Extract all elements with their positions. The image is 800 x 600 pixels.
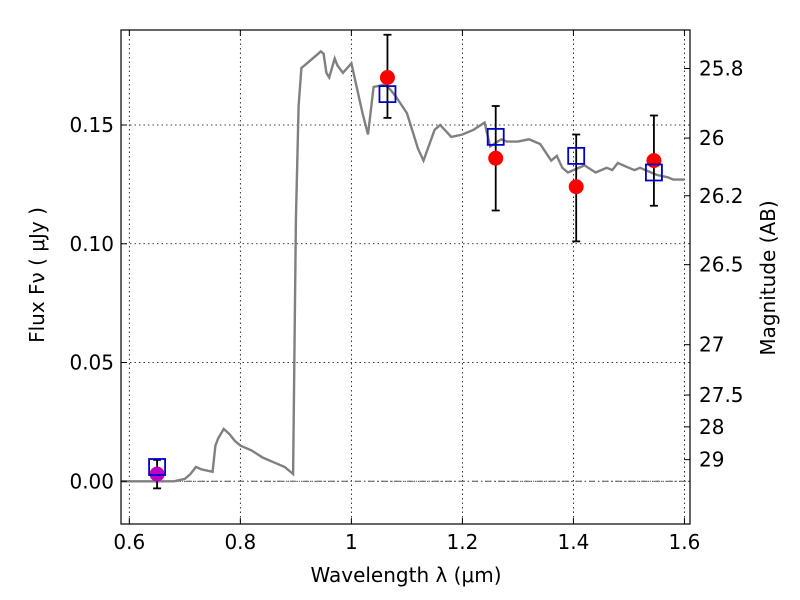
x-tick-label: 1.4 — [558, 530, 590, 554]
observed-point — [488, 150, 504, 166]
model-spectrum-layer — [121, 49, 685, 483]
x-tick-label: 0.6 — [113, 530, 145, 554]
y-tick-labels: 0.00 0.05 0.10 0.15 — [69, 113, 114, 493]
model-photometry-square — [567, 146, 586, 165]
plot-frame — [120, 29, 691, 525]
x-tick-label: 0.8 — [224, 530, 256, 554]
axis-ticks — [121, 30, 690, 524]
x-tick-label: 1 — [345, 530, 358, 554]
y-tick-label: 0.05 — [69, 351, 114, 375]
x-tick-labels: 0.6 0.8 1 1.2 1.4 1.6 — [113, 530, 700, 554]
magnitude-tick-label: 27.5 — [699, 383, 744, 407]
x-tick-label: 1.2 — [446, 530, 478, 554]
y-tick-label: 0.00 — [69, 469, 114, 493]
right-axis-label: Magnitude (AB) — [756, 200, 780, 355]
magnitude-tick-label: 26.2 — [699, 184, 744, 208]
x-axis-label: Wavelength λ (μm) — [310, 563, 501, 587]
model-photometry-points — [148, 85, 663, 476]
magnitude-tick-labels: 25.8 26 26.2 26.5 27 27.5 28 29 — [699, 56, 744, 471]
y-tick-label: 0.10 — [69, 232, 114, 256]
y-tick-label: 0.15 — [69, 113, 114, 137]
magnitude-tick-label: 26.5 — [699, 253, 744, 277]
model-photometry-square — [645, 163, 663, 182]
magnitude-tick-label: 27 — [699, 333, 724, 357]
observed-point — [568, 179, 584, 195]
model-spectrum-line — [121, 49, 685, 483]
model-photometry-square — [486, 127, 505, 146]
magnitude-tick-label: 29 — [699, 448, 724, 472]
magnitude-tick-label: 28 — [699, 415, 724, 439]
x-tick-label: 1.6 — [669, 530, 701, 554]
y-axis-label: Flux Fν ( μJy ) — [25, 207, 49, 343]
observed-points — [149, 70, 662, 482]
model-photometry-square — [148, 458, 166, 476]
observed-point — [379, 70, 395, 85]
model-photometry-square — [378, 85, 397, 104]
magnitude-tick-label: 25.8 — [699, 56, 744, 80]
observed-point — [646, 153, 662, 169]
magnitude-tick-label: 26 — [699, 126, 724, 150]
